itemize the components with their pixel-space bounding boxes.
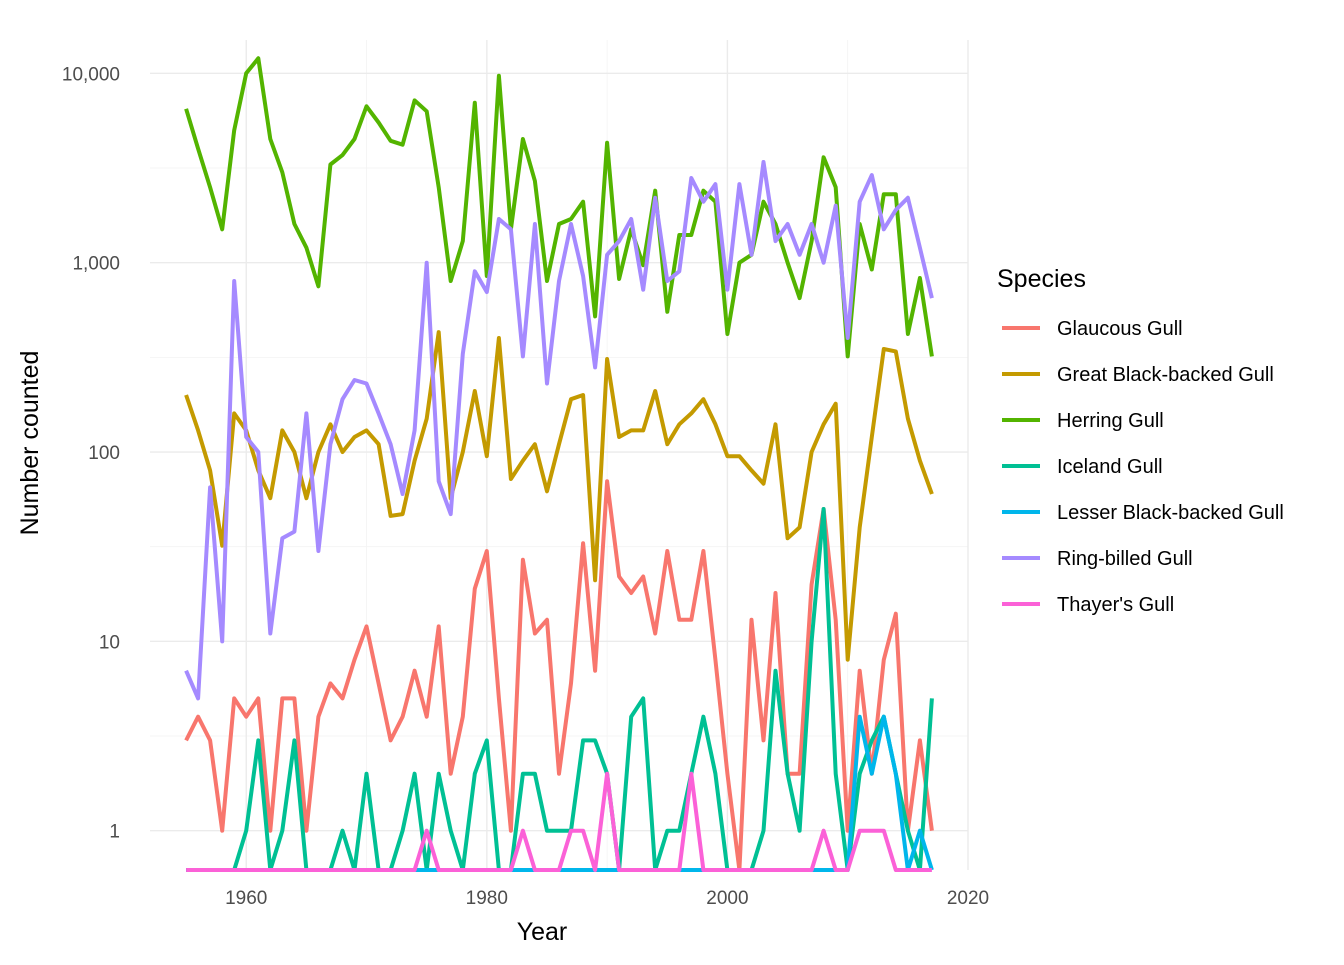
y-tick-label: 1	[109, 822, 120, 843]
legend-label: Iceland Gull	[1057, 456, 1163, 478]
legend-label: Lesser Black-backed Gull	[1057, 502, 1284, 524]
x-axis-title: Year	[517, 918, 568, 946]
y-axis-title: Number counted	[16, 351, 44, 536]
x-tick-label: 2000	[706, 888, 748, 909]
legend-title: Species	[997, 265, 1086, 293]
legend-label: Thayer's Gull	[1057, 594, 1174, 616]
y-tick-label: 1,000	[72, 254, 120, 275]
x-tick-label: 1960	[225, 888, 267, 909]
legend-label: Glaucous Gull	[1057, 318, 1183, 340]
legend-item-herring-gull: Herring Gull	[1002, 410, 1164, 432]
series-line-glaucous-gull	[184, 479, 934, 872]
legend-item-thayer-s-gull: Thayer's Gull	[1002, 594, 1174, 616]
y-axis: 1 10 100 1,000 10,000	[62, 64, 120, 842]
y-tick-label: 10	[99, 632, 120, 653]
legend-label: Herring Gull	[1057, 410, 1164, 432]
series-line-iceland-gull	[186, 507, 934, 872]
legend-item-glaucous-gull: Glaucous Gull	[1002, 318, 1183, 340]
legend-item-lesser-black-backed-gull: Lesser Black-backed Gull	[1002, 502, 1284, 524]
series-line-herring-gull	[184, 56, 934, 359]
x-axis: 1960 1980 2000 2020	[225, 888, 989, 909]
series-line-ring-billed-gull	[184, 160, 934, 701]
y-tick-label: 10,000	[62, 64, 120, 85]
x-tick-label: 2020	[947, 888, 989, 909]
series-layer	[184, 56, 934, 872]
legend-item-great-black-backed-gull: Great Black-backed Gull	[1002, 364, 1274, 386]
x-tick-label: 1980	[466, 888, 508, 909]
legend-item-iceland-gull: Iceland Gull	[1002, 456, 1163, 478]
legend: Species Glaucous Gull Great Black-backed …	[997, 265, 1284, 616]
legend-item-ring-billed-gull: Ring-billed Gull	[1002, 548, 1193, 570]
y-tick-label: 100	[88, 443, 120, 464]
series-line-thayer-s-gull	[186, 771, 932, 872]
legend-label: Great Black-backed Gull	[1057, 364, 1274, 386]
legend-label: Ring-billed Gull	[1057, 548, 1193, 570]
grid	[150, 40, 969, 870]
series-line-great-black-backed-gull	[184, 330, 934, 662]
